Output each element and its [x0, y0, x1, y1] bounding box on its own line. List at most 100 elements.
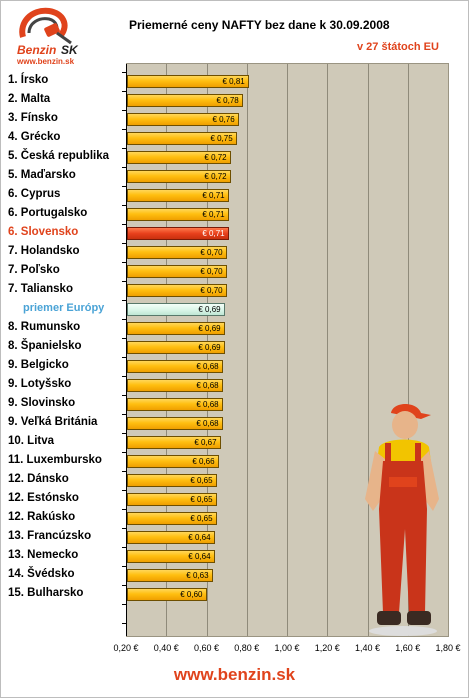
bar: € 0,78	[127, 93, 243, 107]
country-label: 12. Rakúsko	[8, 510, 76, 523]
y-axis-tick	[122, 509, 126, 510]
bar: € 0,60	[127, 587, 207, 601]
y-axis-tick	[122, 490, 126, 491]
bar: € 0,70	[127, 245, 227, 259]
country-label: 13. Nemecko	[8, 548, 79, 561]
y-axis-tick	[122, 528, 126, 529]
gridline	[407, 64, 409, 636]
y-axis-tick	[122, 205, 126, 206]
bar: € 0,72	[127, 169, 231, 183]
y-axis-tick	[122, 357, 126, 358]
bar: € 0,70	[127, 264, 227, 278]
logo-word-benzin: Benzin	[17, 43, 57, 57]
fuel-pump-nozzle-icon	[19, 7, 72, 45]
bar: € 0,65	[127, 492, 217, 506]
bar: € 0,65	[127, 473, 217, 487]
gridline	[246, 64, 248, 636]
country-label: 10. Litva	[8, 434, 55, 447]
x-tick-label: 0,40 €	[153, 643, 179, 653]
highlighted-country-label: 6. Slovensko	[8, 225, 79, 238]
y-axis-tick	[122, 281, 126, 282]
bar-value-label: € 0,72	[204, 171, 227, 181]
country-label: 1. Írsko	[8, 73, 49, 86]
x-tick-label: 1,20 €	[314, 643, 340, 653]
bar-value-label: € 0,71	[202, 209, 225, 219]
average-label: priemer Európy	[23, 301, 105, 314]
logo-word-sk: SK	[61, 43, 78, 57]
bar: € 0,69	[127, 321, 225, 335]
bar-value-label: € 0,71	[202, 228, 225, 238]
y-axis-tick	[122, 471, 126, 472]
bar-value-label: € 0,72	[204, 152, 227, 162]
gridline	[367, 64, 369, 636]
country-label: 12. Dánsko	[8, 472, 69, 485]
bar-value-label: € 0,78	[216, 95, 239, 105]
bar-value-label: € 0,75	[210, 133, 233, 143]
y-axis-tick	[122, 167, 126, 168]
x-tick-label: 1,80 €	[435, 643, 461, 653]
country-label: 15. Bulharsko	[8, 586, 84, 599]
x-tick-label: 1,00 €	[274, 643, 300, 653]
bar-value-label: € 0,81	[222, 76, 245, 86]
bar: € 0,65	[127, 511, 217, 525]
country-label: 9. Lotyšsko	[8, 377, 72, 390]
highlighted-bar: € 0,71	[127, 226, 229, 240]
y-axis-tick	[122, 604, 126, 605]
country-label: 8. Rumunsko	[8, 320, 81, 333]
x-tick-label: 0,20 €	[113, 643, 139, 653]
country-label: 13. Francúzsko	[8, 529, 92, 542]
bar-value-label: € 0,70	[200, 247, 223, 257]
y-axis-tick	[122, 566, 126, 567]
y-axis-tick	[122, 433, 126, 434]
x-tick-label: 0,60 €	[193, 643, 220, 653]
y-axis-tick	[122, 91, 126, 92]
y-axis-tick	[122, 395, 126, 396]
y-axis-tick	[122, 547, 126, 548]
bar-value-label: € 0,65	[190, 475, 213, 485]
bar-value-label: € 0,70	[200, 266, 223, 276]
bar-value-label: € 0,65	[190, 494, 213, 504]
bar-value-label: € 0,64	[188, 532, 211, 542]
bar: € 0,76	[127, 112, 239, 126]
country-label: 9. Veľká Británia	[8, 415, 98, 428]
bar-value-label: € 0,66	[192, 456, 215, 466]
bar-value-label: € 0,60	[180, 589, 203, 599]
bar: € 0,70	[127, 283, 227, 297]
mascot-mechanic-image	[365, 404, 439, 636]
bar-value-label: € 0,69	[198, 323, 221, 333]
bar-value-label: € 0,76	[212, 114, 235, 124]
x-tick-label: 0,80 €	[234, 643, 260, 653]
bar: € 0,81	[127, 74, 249, 88]
y-axis-tick	[122, 243, 126, 244]
bar: € 0,71	[127, 207, 229, 221]
footer-url[interactable]: www.benzin.sk	[173, 665, 296, 684]
logo-url: www.benzin.sk	[17, 57, 75, 66]
bar: € 0,68	[127, 378, 223, 392]
chart-subtitle: v 27 štátoch EU	[357, 41, 439, 53]
y-axis-tick	[122, 376, 126, 377]
country-label: 12. Estónsko	[8, 491, 79, 504]
bar: € 0,66	[127, 454, 219, 468]
country-label: 7. Poľsko	[8, 263, 60, 276]
x-tick-label: 1,60 €	[395, 643, 421, 653]
y-axis-tick	[122, 452, 126, 453]
bar-value-label: € 0,69	[198, 342, 221, 352]
country-label: 6. Portugalsko	[8, 206, 88, 219]
y-axis-tick	[122, 319, 126, 320]
y-axis-tick	[122, 186, 126, 187]
bar: € 0,68	[127, 416, 223, 430]
bar: € 0,64	[127, 549, 215, 563]
bar-value-label: € 0,68	[196, 380, 219, 390]
country-label: 5. Česká republika	[8, 149, 109, 162]
bar: € 0,64	[127, 530, 215, 544]
bar-value-label: € 0,68	[196, 399, 219, 409]
benzin-sk-logo[interactable]: Benzin SK www.benzin.sk	[3, 3, 91, 69]
bar-value-label: € 0,71	[202, 190, 225, 200]
bar: € 0,75	[127, 131, 237, 145]
y-axis-tick	[122, 72, 126, 73]
y-axis-tick	[122, 110, 126, 111]
bar-value-label: € 0,68	[196, 361, 219, 371]
y-axis-tick	[122, 300, 126, 301]
country-label: 3. Fínsko	[8, 111, 58, 124]
